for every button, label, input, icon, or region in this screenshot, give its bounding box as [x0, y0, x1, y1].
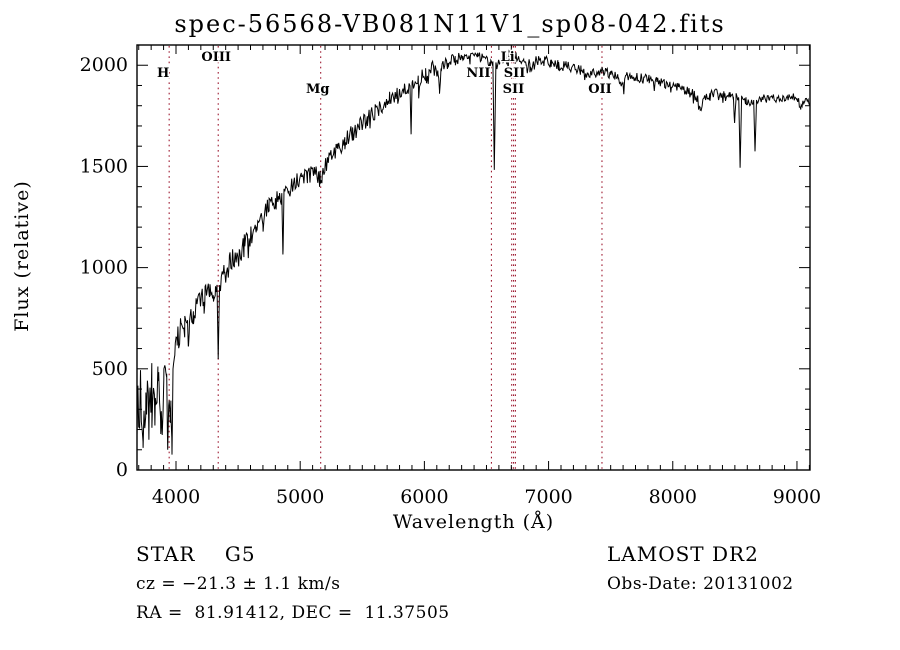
radial-velocity-text: cz = −21.3 ± 1.1 km/s	[136, 574, 341, 594]
line-label-nii: NII	[466, 66, 490, 81]
line-label-sii: SII	[503, 82, 525, 97]
x-tick-label: 7000	[524, 486, 572, 508]
line-label-oiii: OIII	[201, 50, 231, 65]
x-tick-label: 5000	[276, 486, 324, 508]
y-tick-label: 1000	[80, 257, 128, 279]
line-label-li: Li	[501, 50, 515, 65]
tick-labels: 4000 5000 6000 7000 8000 9000 0 500 1000 1500 2000	[80, 54, 821, 508]
y-tick-label: 500	[92, 358, 128, 380]
x-tick-label: 4000	[152, 486, 200, 508]
spectral-line-markers	[168, 46, 603, 469]
x-axis-label: Wavelength (Å)	[392, 511, 555, 533]
x-tick-label: 6000	[400, 486, 448, 508]
ra-dec-text: RA = 81.91412, DEC = 11.37505	[136, 603, 450, 623]
line-label-oii: OII	[588, 82, 612, 97]
axis-ticks	[137, 45, 810, 471]
x-tick-label: 9000	[773, 486, 821, 508]
classification-text: STAR G5	[136, 542, 256, 566]
spectrum-path	[137, 49, 810, 455]
y-tick-label: 1500	[80, 155, 128, 177]
y-axis-label: Flux (relative)	[11, 180, 33, 332]
y-tick-label: 0	[116, 459, 128, 481]
line-label-sii: SII	[504, 66, 526, 81]
plot-title: spec-56568-VB081N11V1_sp08-042.fits	[174, 10, 726, 38]
x-tick-label: 8000	[649, 486, 697, 508]
y-tick-label: 2000	[80, 54, 128, 76]
survey-release-text: LAMOST DR2	[607, 542, 759, 566]
obs-date-text: Obs-Date: 20131002	[607, 574, 794, 594]
line-label-mg: Mg	[306, 82, 329, 97]
line-label-h: H	[157, 66, 169, 81]
plot-frame	[136, 44, 811, 471]
